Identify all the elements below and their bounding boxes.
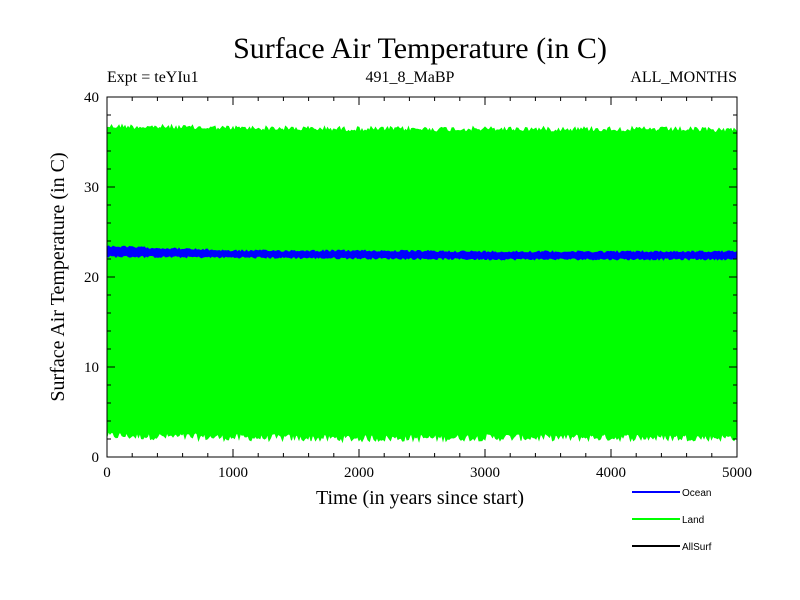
- x-tick-label: 4000: [596, 465, 626, 481]
- chart-title: Surface Air Temperature (in C): [233, 32, 607, 65]
- y-tick-label: 40: [84, 90, 99, 106]
- x-axis-label: Time (in years since start): [316, 487, 524, 509]
- y-tick-label: 0: [92, 450, 100, 466]
- y-tick-label: 20: [84, 270, 99, 286]
- x-tick-label: 2000: [344, 465, 374, 481]
- series-land-band: [106, 123, 738, 444]
- subtitle-experiment: Expt = teYIu1: [107, 69, 199, 86]
- x-tick-label: 3000: [470, 465, 500, 481]
- x-tick-label: 1000: [218, 465, 248, 481]
- subtitle-months: ALL_MONTHS: [630, 69, 737, 86]
- x-tick-label: 0: [103, 465, 111, 481]
- tick-layer: 0 1000 2000 3000 4000 5000 0 10 20 30 40: [84, 90, 752, 481]
- y-axis-label: Surface Air Temperature (in C): [47, 152, 69, 401]
- y-tick-label: 30: [84, 180, 99, 196]
- subtitle-run: 491_8_MaBP: [366, 69, 455, 86]
- legend-label-allsurf: AllSurf: [682, 542, 712, 553]
- legend: Ocean Land AllSurf: [632, 488, 712, 553]
- legend-label-ocean: Ocean: [682, 488, 711, 499]
- series-layer: [106, 123, 738, 444]
- x-tick-label: 5000: [722, 465, 752, 481]
- y-tick-label: 10: [84, 360, 99, 376]
- legend-label-land: Land: [682, 515, 704, 526]
